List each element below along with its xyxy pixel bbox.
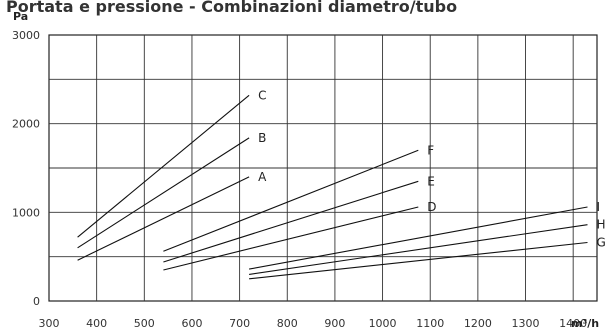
x-tick-label: 300 [39,317,60,330]
series-line-i [249,206,588,270]
series-label-a: A [258,170,267,184]
x-tick-label: 1400 [559,317,587,330]
series-line-f [163,149,419,252]
series-line-a [77,176,250,261]
x-tick-label: 1300 [512,317,540,330]
x-tick-label: 600 [181,317,202,330]
x-tick-label: 1200 [464,317,492,330]
series-line-b [77,137,250,249]
x-tick-label: 700 [229,317,250,330]
series-line-h [249,224,588,275]
x-axis-label: m³/h [571,317,599,330]
y-tick-label: 3000 [12,29,40,42]
series-label-c: C [258,88,266,102]
x-tick-label: 500 [134,317,155,330]
series-label-i: I [596,200,600,214]
series-label-f: F [427,143,434,157]
series-lines: C B A F ED IHG [77,88,606,280]
series-label-h: H [596,218,605,232]
y-axis-label: Pa [13,10,28,23]
series-line-d [163,206,419,271]
series-line-g [249,241,588,280]
series-label-g: G [596,235,605,249]
x-tick-label: 800 [277,317,298,330]
series-label-d: D [427,200,436,214]
tick-labels: 300 400 500 600 700 800 900 1000 1100 1200 1300 140… [12,29,587,330]
series-label-e: E [427,174,435,188]
series-line-c [77,94,250,238]
y-tick-label: 0 [33,295,40,308]
series-line-e [163,180,419,263]
x-tick-label: 1100 [416,317,444,330]
chart-title: Portata e pressione - Combinazioni diame… [6,0,457,16]
y-tick-label: 1000 [12,206,40,219]
grid [48,34,598,302]
y-tick-label: 2000 [12,118,40,131]
x-tick-label: 900 [324,317,345,330]
x-tick-label: 400 [86,317,107,330]
x-tick-label: 1000 [369,317,397,330]
series-label-b: B [258,131,266,145]
